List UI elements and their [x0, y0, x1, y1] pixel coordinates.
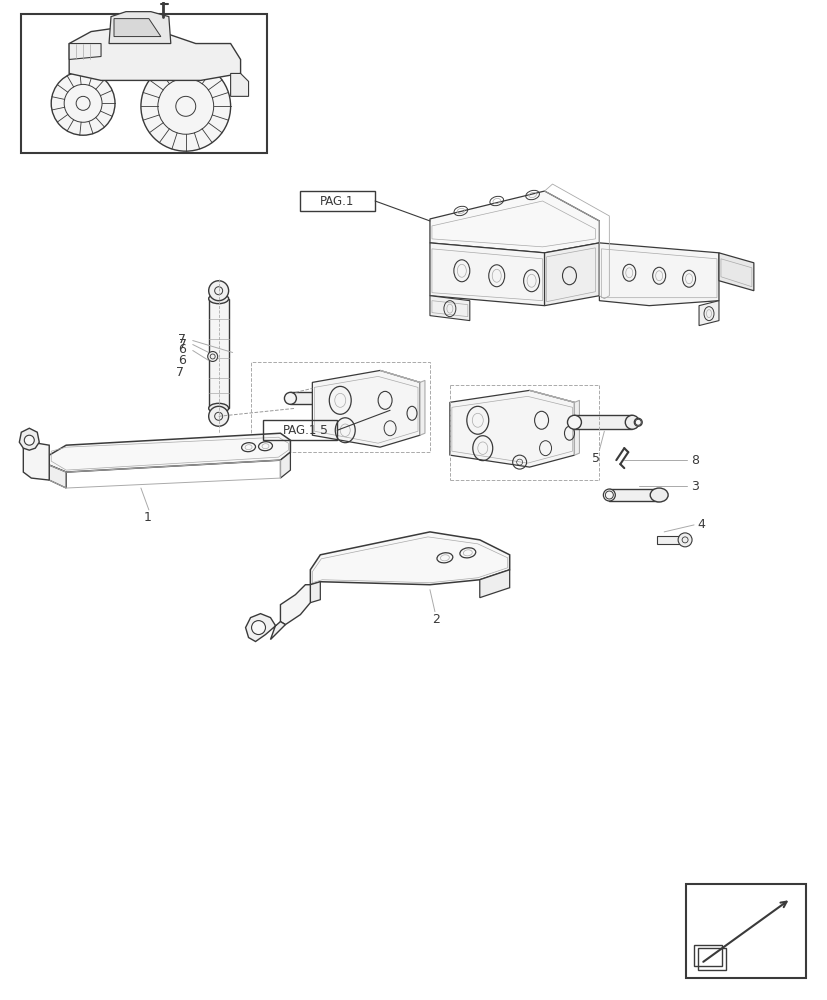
Bar: [251, 362, 429, 452]
Polygon shape: [310, 532, 509, 585]
Polygon shape: [280, 452, 290, 478]
Ellipse shape: [356, 394, 364, 402]
Polygon shape: [698, 301, 718, 326]
Circle shape: [141, 61, 231, 151]
Ellipse shape: [603, 489, 614, 501]
Bar: [697, 948, 725, 970]
Polygon shape: [280, 585, 310, 625]
Text: 6: 6: [178, 354, 185, 367]
Polygon shape: [599, 243, 718, 306]
Text: 7: 7: [175, 366, 184, 379]
Ellipse shape: [566, 415, 581, 429]
Text: 7: 7: [178, 333, 185, 346]
Polygon shape: [49, 433, 290, 472]
Text: 6: 6: [178, 343, 185, 356]
Circle shape: [24, 435, 34, 445]
Bar: [693, 945, 721, 966]
Polygon shape: [49, 465, 66, 488]
Polygon shape: [23, 442, 49, 480]
Polygon shape: [310, 582, 320, 603]
Polygon shape: [208, 299, 228, 408]
Polygon shape: [429, 243, 544, 306]
Polygon shape: [19, 428, 39, 450]
Polygon shape: [69, 44, 101, 59]
Polygon shape: [429, 191, 599, 253]
Bar: [419, 385, 599, 480]
Bar: [262, 420, 337, 440]
Polygon shape: [231, 73, 248, 96]
Polygon shape: [69, 27, 241, 80]
Circle shape: [251, 621, 265, 635]
Circle shape: [208, 406, 228, 426]
Circle shape: [677, 533, 691, 547]
Text: PAG.1: PAG.1: [320, 195, 354, 208]
Ellipse shape: [208, 294, 228, 304]
Polygon shape: [429, 296, 469, 321]
Text: 1: 1: [144, 511, 151, 524]
Circle shape: [51, 71, 115, 135]
Bar: [686, 884, 805, 978]
Text: 2: 2: [432, 613, 439, 626]
Polygon shape: [657, 536, 684, 544]
Text: 8: 8: [691, 454, 698, 467]
Text: 3: 3: [691, 480, 698, 493]
Polygon shape: [290, 392, 355, 404]
Polygon shape: [114, 19, 160, 37]
Circle shape: [208, 281, 228, 301]
Ellipse shape: [208, 403, 228, 413]
Polygon shape: [246, 614, 285, 642]
Polygon shape: [609, 489, 658, 501]
Polygon shape: [529, 390, 579, 455]
Ellipse shape: [633, 418, 642, 426]
Bar: [22, 14, 267, 153]
Text: PAG.1: PAG.1: [283, 424, 318, 437]
Ellipse shape: [284, 392, 296, 404]
Ellipse shape: [649, 488, 667, 502]
Ellipse shape: [349, 392, 361, 404]
Polygon shape: [544, 243, 599, 306]
Polygon shape: [718, 253, 753, 291]
Text: 5: 5: [591, 452, 600, 465]
Polygon shape: [449, 390, 574, 467]
Text: 5: 5: [320, 424, 328, 437]
Polygon shape: [574, 415, 632, 429]
Polygon shape: [479, 570, 509, 598]
Text: 7: 7: [179, 338, 187, 351]
Ellipse shape: [208, 351, 218, 361]
Text: 4: 4: [696, 518, 704, 531]
Polygon shape: [109, 12, 170, 44]
Polygon shape: [380, 370, 424, 435]
Polygon shape: [312, 370, 419, 447]
Bar: [300, 191, 375, 211]
Ellipse shape: [624, 415, 638, 429]
